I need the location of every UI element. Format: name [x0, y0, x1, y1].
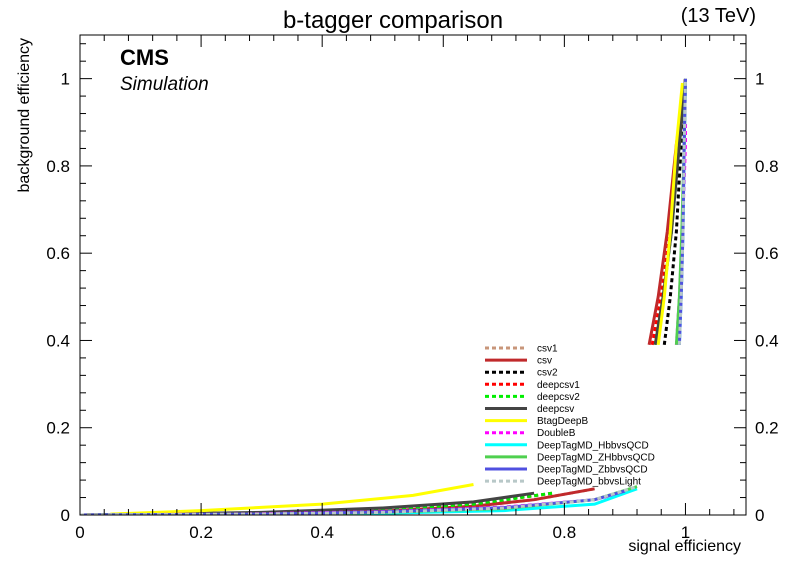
curve-btagdeepb-high: [656, 82, 684, 345]
y-tick-label: 0.4: [46, 331, 70, 350]
legend-label-csv1: csv1: [537, 344, 558, 355]
legend-label-deeptagmd-bbvslight: DeepTagMD_bbvsLight: [537, 477, 641, 488]
legend: csv1csvcsv2deepcsv1deepcsv2deepcsvBtagDe…: [485, 344, 655, 488]
y-tick-label: 0.2: [46, 419, 70, 438]
legend-label-deepcsv2: deepcsv2: [537, 392, 580, 403]
y-tick-label: 0.8: [46, 157, 70, 176]
legend-label-deepcsv1: deepcsv1: [537, 380, 580, 391]
legend-label-deepcsv: deepcsv: [537, 404, 574, 415]
tick-labels: 0 0.2 0.4 0.6 0.8 10 00.2 0.20.4 0.40.6 0.60.8 0.8…: [46, 70, 778, 542]
y-tick-label: 0: [61, 506, 70, 525]
x-tick-label: 0.2: [189, 523, 213, 542]
legend-label-csv2: csv2: [537, 368, 558, 379]
x-tick-label: 0.4: [310, 523, 334, 542]
x-axis-title: signal efficiency: [628, 538, 741, 555]
y-tick-label-right: 0.2: [755, 419, 779, 438]
y-axis-title: background efficiency: [16, 38, 33, 192]
axis-ticks: [79, 35, 746, 516]
x-tick-label: 0.8: [553, 523, 577, 542]
y-tick-label: 0.6: [46, 244, 70, 263]
legend-label-deeptagmd-zhbbvsqcd: DeepTagMD_ZHbbvsQCD: [537, 452, 655, 463]
plot-frame: [79, 34, 747, 516]
legend-label-deeptagmd-zbbvsqcd: DeepTagMD_ZbbvsQCD: [537, 465, 648, 476]
energy-label: (13 TeV): [681, 5, 756, 27]
y-tick-label-right: 0: [755, 506, 764, 525]
x-tick-label: 1: [681, 523, 690, 542]
legend-label-csv: csv: [537, 356, 552, 367]
legend-label-doubleb: DoubleB: [537, 428, 576, 439]
x-tick-label: 0.6: [431, 523, 455, 542]
y-tick-label-right: 0.6: [755, 244, 779, 263]
legend-label-btagdeepb: BtagDeepB: [537, 416, 588, 427]
y-tick-label-right: 0.8: [755, 157, 779, 176]
curve-csv2-high: [662, 78, 687, 345]
curve-deeptagmd-bbvslight-high: [677, 78, 687, 345]
experiment-label: CMS: [120, 45, 169, 70]
chart-title: b-tagger comparison: [283, 7, 503, 34]
y-tick-label: 1: [61, 70, 70, 89]
y-tick-label-right: 1: [755, 70, 764, 89]
experiment-sublabel: Simulation: [120, 74, 209, 95]
legend-label-deeptagmd-hbbvsqcd: DeepTagMD_HbbvsQCD: [537, 440, 649, 451]
y-tick-label-right: 0.4: [755, 331, 779, 350]
x-tick-label: 0: [75, 523, 84, 542]
